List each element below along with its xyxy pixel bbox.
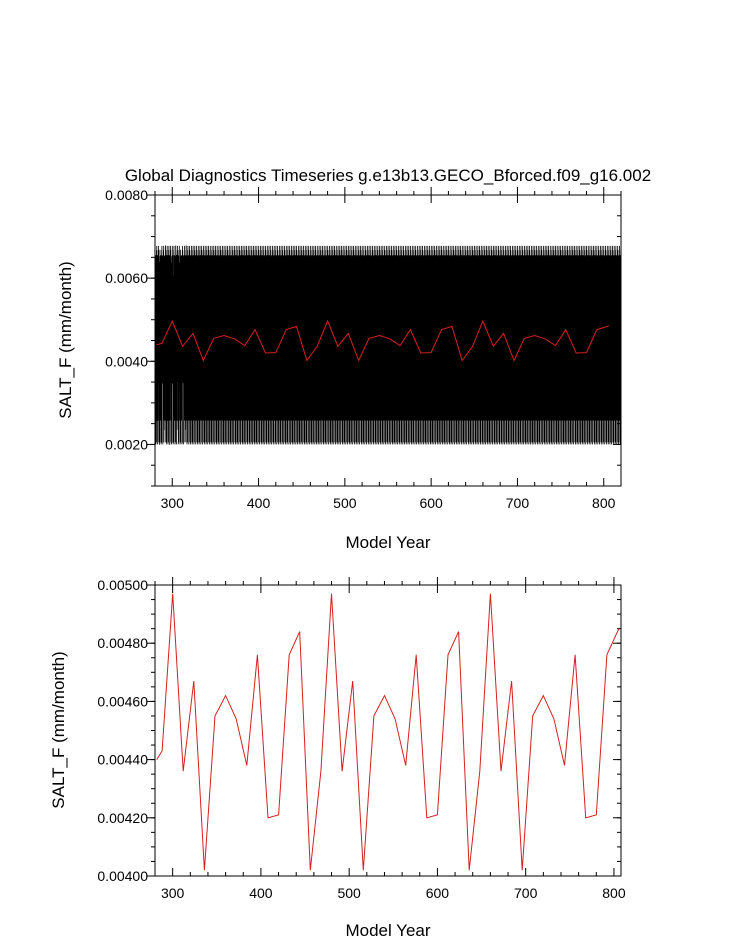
y-tick-label: 0.0080: [105, 187, 148, 203]
y-tick-label: 0.00460: [97, 693, 148, 709]
chart-title: Global Diagnostics Timeseries g.e13b13.G…: [125, 166, 651, 185]
annual-mean-series-line: [156, 319, 610, 362]
x-tick-label: 700: [514, 885, 538, 901]
x-tick-label: 300: [161, 495, 185, 511]
y-tick-label: 0.00420: [97, 810, 148, 826]
top-timeseries-chart: Global Diagnostics Timeseries g.e13b13.G…: [56, 166, 651, 552]
x-tick-label: 400: [249, 885, 273, 901]
y-tick-label: 0.0020: [105, 436, 148, 452]
top-y-axis-label: SALT_F (mm/month): [56, 261, 75, 418]
x-tick-label: 500: [333, 495, 357, 511]
bottom-x-axis-label: Model Year: [345, 921, 430, 940]
y-tick-label: 0.0060: [105, 270, 148, 286]
y-tick-label: 0.00500: [97, 577, 148, 593]
x-tick-label: 300: [161, 885, 185, 901]
y-tick-label: 0.00440: [97, 752, 148, 768]
x-tick-label: 700: [506, 495, 530, 511]
bottom-plot-frame: [154, 584, 622, 877]
bottom-timeseries-chart: 300 400 500 600 700 800 0.00400 0.00420 0.00440 0…: [49, 577, 626, 940]
top-x-axis-label: Model Year: [345, 533, 430, 552]
x-tick-label: 600: [419, 495, 443, 511]
x-tick-label: 800: [592, 495, 616, 511]
y-tick-label: 0.00400: [97, 868, 148, 884]
y-tick-label: 0.0040: [105, 353, 148, 369]
y-tick-label: 0.00480: [97, 635, 148, 651]
x-tick-label: 500: [337, 885, 361, 901]
x-tick-label: 400: [247, 495, 271, 511]
monthly-series-line: [154, 245, 622, 445]
bottom-y-axis-label: SALT_F (mm/month): [49, 651, 68, 808]
x-tick-label: 800: [602, 885, 626, 901]
annual-mean-series-line: [156, 593, 620, 871]
x-tick-label: 600: [426, 885, 450, 901]
